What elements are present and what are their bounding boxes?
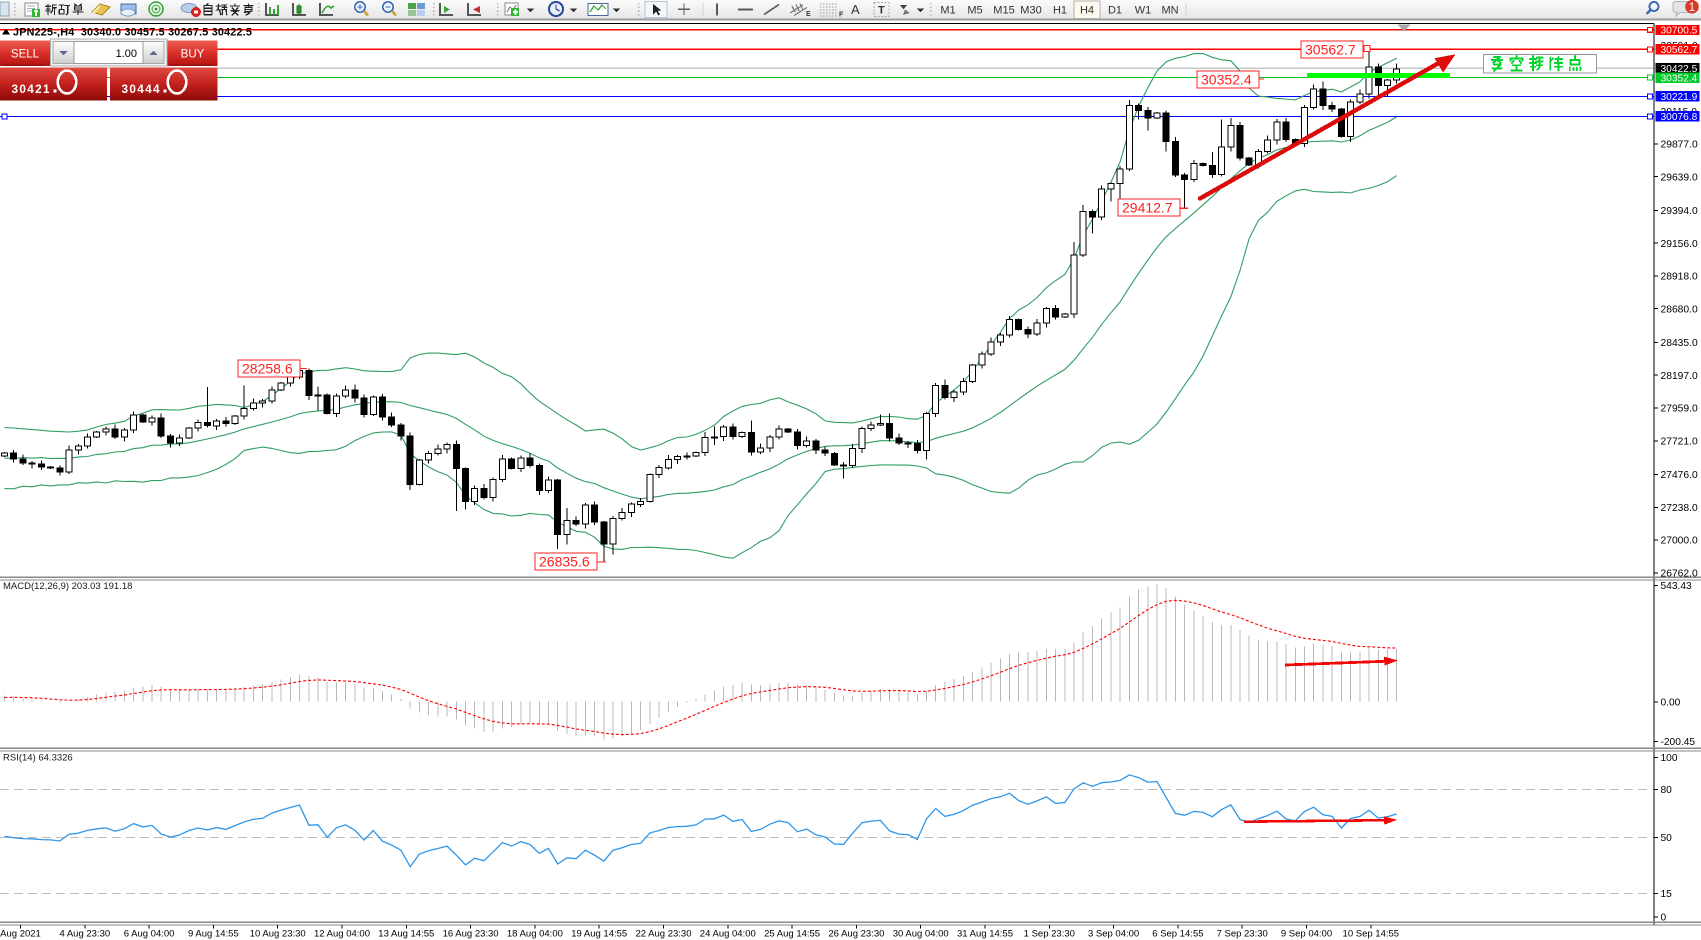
svg-text:1 Sep 23:30: 1 Sep 23:30 xyxy=(1024,929,1075,940)
svg-text:H4: H4 xyxy=(1080,5,1094,17)
svg-text:W1: W1 xyxy=(1135,5,1152,17)
svg-text:30421: 30421 xyxy=(12,82,51,96)
svg-text:SELL: SELL xyxy=(11,49,40,61)
svg-text:MN: MN xyxy=(1161,5,1178,17)
svg-text:26 Aug 23:30: 26 Aug 23:30 xyxy=(828,929,884,940)
svg-text:30562.7: 30562.7 xyxy=(1305,42,1356,58)
svg-text:0.00: 0.00 xyxy=(1661,698,1681,709)
svg-text:100: 100 xyxy=(1661,753,1678,764)
svg-text:30444: 30444 xyxy=(122,82,161,96)
svg-text:29412.7: 29412.7 xyxy=(1122,200,1173,216)
svg-text:30221.9: 30221.9 xyxy=(1661,92,1698,103)
svg-text:M30: M30 xyxy=(1020,5,1041,17)
svg-text:27238.0: 27238.0 xyxy=(1661,503,1698,514)
svg-text:15: 15 xyxy=(1661,889,1673,900)
svg-text:RSI(14) 64.3326: RSI(14) 64.3326 xyxy=(3,753,73,764)
svg-text:0: 0 xyxy=(1661,913,1667,924)
svg-text:30562.7: 30562.7 xyxy=(1661,45,1698,56)
svg-text:31 Aug 14:55: 31 Aug 14:55 xyxy=(957,929,1013,940)
svg-text:29877.0: 29877.0 xyxy=(1661,140,1698,151)
svg-text:30076.8: 30076.8 xyxy=(1661,112,1698,123)
svg-text:22 Aug 23:30: 22 Aug 23:30 xyxy=(636,929,692,940)
svg-text:1: 1 xyxy=(1689,2,1695,14)
svg-text:27721.0: 27721.0 xyxy=(1661,436,1698,447)
svg-text:28680.0: 28680.0 xyxy=(1661,304,1698,315)
svg-text:M5: M5 xyxy=(967,5,982,17)
svg-text:13 Aug 14:55: 13 Aug 14:55 xyxy=(378,929,434,940)
svg-text:30700.5: 30700.5 xyxy=(1661,26,1698,37)
svg-text:30422.5: 30422.5 xyxy=(1661,64,1698,75)
svg-text:BUY: BUY xyxy=(181,49,205,61)
svg-text:16 Aug 23:30: 16 Aug 23:30 xyxy=(443,929,499,940)
svg-text:E: E xyxy=(806,11,811,18)
svg-text:12 Aug 04:00: 12 Aug 04:00 xyxy=(314,929,370,940)
svg-text:30352.4: 30352.4 xyxy=(1661,73,1698,84)
svg-text:18 Aug 04:00: 18 Aug 04:00 xyxy=(507,929,563,940)
svg-text:A: A xyxy=(851,2,860,17)
svg-text:JPN225-,H4 30340.0 30457.5 30: JPN225-,H4 30340.0 30457.5 30267.5 30422… xyxy=(13,27,252,39)
svg-text:30 Aug 04:00: 30 Aug 04:00 xyxy=(893,929,949,940)
svg-text:7 Sep 23:30: 7 Sep 23:30 xyxy=(1217,929,1268,940)
svg-text:9 Sep 04:00: 9 Sep 04:00 xyxy=(1281,929,1332,940)
svg-text:9 Aug 14:55: 9 Aug 14:55 xyxy=(188,929,239,940)
svg-text:27000.0: 27000.0 xyxy=(1661,536,1698,547)
svg-text:19 Aug 14:55: 19 Aug 14:55 xyxy=(571,929,627,940)
svg-text:3 Sep 04:00: 3 Sep 04:00 xyxy=(1088,929,1139,940)
svg-text:26835.6: 26835.6 xyxy=(539,554,590,570)
svg-text:28258.6: 28258.6 xyxy=(242,361,293,377)
svg-text:28197.0: 28197.0 xyxy=(1661,371,1698,382)
svg-text:M1: M1 xyxy=(940,5,955,17)
svg-text:50: 50 xyxy=(1661,833,1673,844)
svg-text:F: F xyxy=(839,12,844,19)
svg-text:-200.45: -200.45 xyxy=(1661,737,1696,748)
svg-text:T: T xyxy=(878,5,885,17)
svg-text:10 Aug 23:30: 10 Aug 23:30 xyxy=(250,929,306,940)
svg-text:MACD(12,26,9) 203.03 191.18: MACD(12,26,9) 203.03 191.18 xyxy=(3,581,132,592)
svg-text:4 Aug 23:30: 4 Aug 23:30 xyxy=(59,929,110,940)
svg-text:30352.4: 30352.4 xyxy=(1201,72,1252,88)
svg-text:6 Aug 04:00: 6 Aug 04:00 xyxy=(124,929,175,940)
svg-text:M15: M15 xyxy=(993,5,1014,17)
svg-text:10 Sep 14:55: 10 Sep 14:55 xyxy=(1343,929,1400,940)
svg-text:27959.0: 27959.0 xyxy=(1661,404,1698,415)
svg-text:1.00: 1.00 xyxy=(116,48,137,60)
svg-text:H1: H1 xyxy=(1053,5,1067,17)
svg-text:543.43: 543.43 xyxy=(1661,581,1692,592)
svg-text:80: 80 xyxy=(1661,785,1673,796)
svg-text:28918.0: 28918.0 xyxy=(1661,272,1698,283)
svg-text:27476.0: 27476.0 xyxy=(1661,470,1698,481)
svg-text:29394.0: 29394.0 xyxy=(1661,206,1698,217)
svg-text:29639.0: 29639.0 xyxy=(1661,172,1698,183)
svg-text:28435.0: 28435.0 xyxy=(1661,338,1698,349)
svg-text:24 Aug 04:00: 24 Aug 04:00 xyxy=(700,929,756,940)
svg-text:25 Aug 14:55: 25 Aug 14:55 xyxy=(764,929,820,940)
svg-text:26762.0: 26762.0 xyxy=(1661,568,1698,579)
svg-text:6 Sep 14:55: 6 Sep 14:55 xyxy=(1152,929,1203,940)
svg-text:Aug 2021: Aug 2021 xyxy=(0,929,41,940)
svg-text:29156.0: 29156.0 xyxy=(1661,239,1698,250)
svg-text:D1: D1 xyxy=(1108,5,1122,17)
